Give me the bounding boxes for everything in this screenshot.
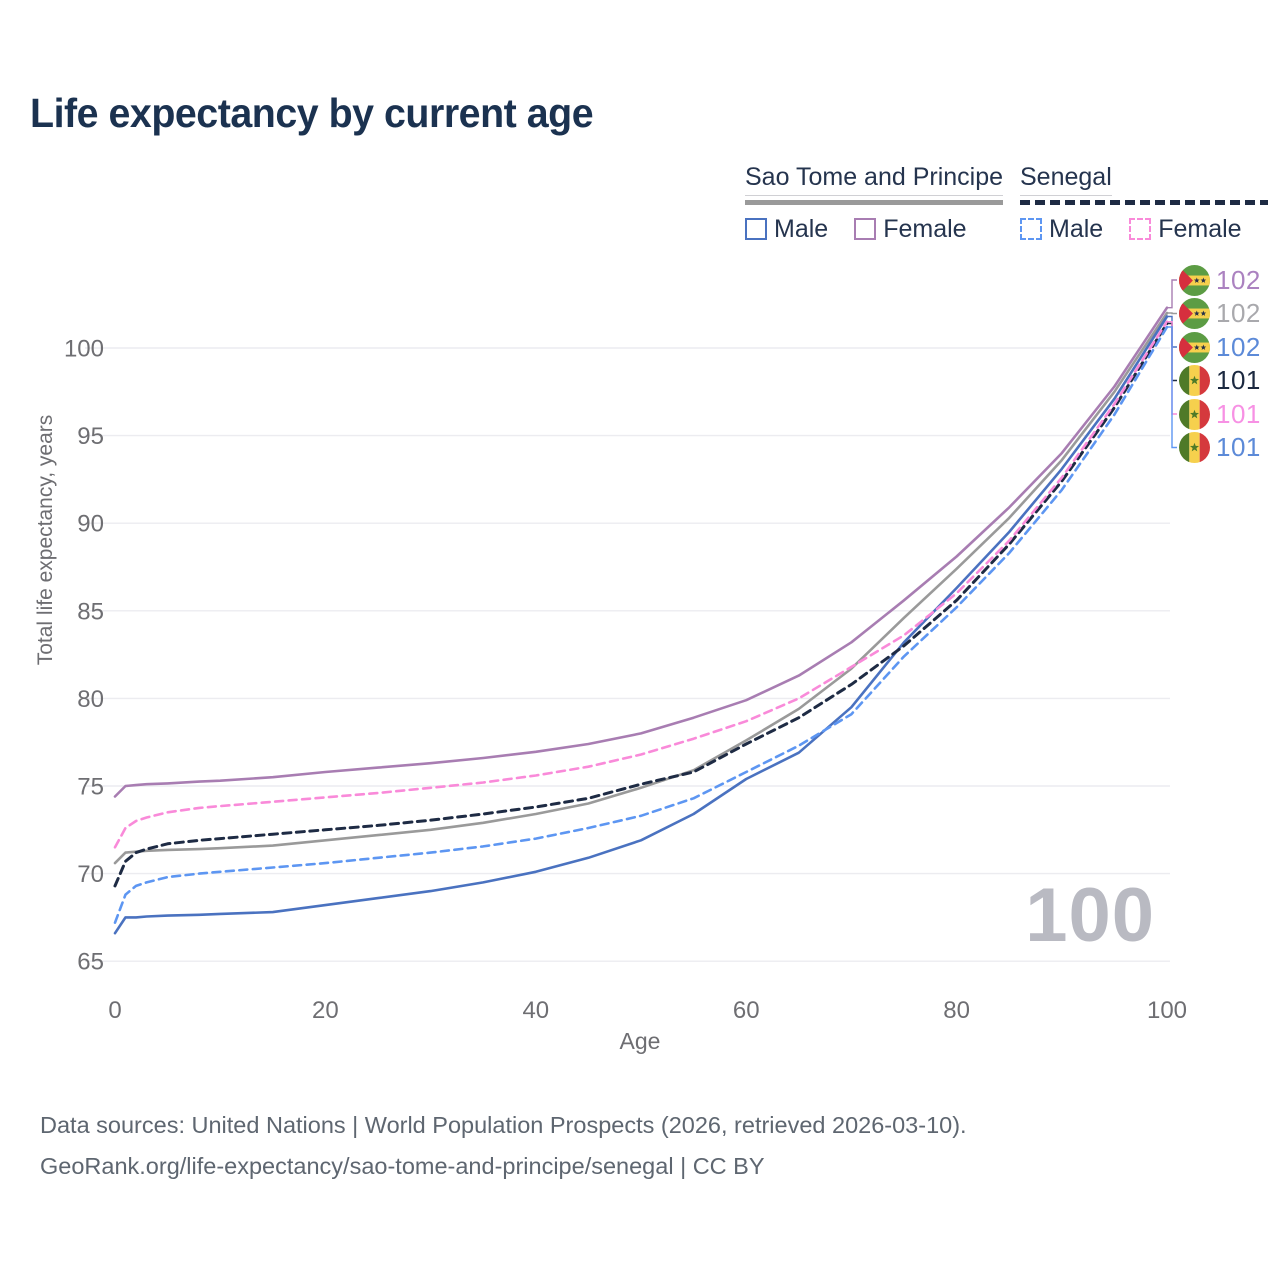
series-line-2 xyxy=(113,315,1169,935)
legend-group-sao-tome: Sao Tome and Principe Male Female xyxy=(745,163,1004,244)
legend-item-stp-female[interactable]: Female xyxy=(854,214,967,244)
y-tick-label: 90 xyxy=(77,511,104,538)
footer-sources: Data sources: United Nations | World Pop… xyxy=(40,1112,967,1138)
footer-url: GeoRank.org/life-expectancy/sao-tome-and… xyxy=(40,1152,765,1179)
end-label-value: 102 xyxy=(1216,331,1261,362)
end-label-value: 101 xyxy=(1216,398,1261,429)
x-tick-label: 60 xyxy=(733,997,760,1024)
x-tick-label: 0 xyxy=(108,997,121,1024)
end-label-row: 101 xyxy=(1179,365,1261,397)
series-line-1 xyxy=(113,306,1169,798)
senegal-flag-icon xyxy=(1179,398,1210,430)
sao-tome-flag-icon xyxy=(1179,264,1210,296)
sao-tome-flag-icon xyxy=(1179,298,1210,329)
x-tick-label: 20 xyxy=(312,997,339,1024)
legend-country-sao-tome[interactable]: Sao Tome and Principe xyxy=(745,163,1004,196)
series-line-0 xyxy=(113,311,1169,865)
series-line-3 xyxy=(113,322,1169,888)
series-line-5 xyxy=(113,325,1169,925)
sen-male-swatch-icon xyxy=(1020,218,1042,240)
y-tick-label: 80 xyxy=(77,686,104,713)
y-tick-label: 70 xyxy=(77,861,104,888)
end-label-row: 101 xyxy=(1179,398,1261,430)
legend-item-label: Female xyxy=(1158,214,1242,243)
legend-item-label: Male xyxy=(774,214,829,243)
end-label-value: 101 xyxy=(1216,432,1261,462)
end-label-connector xyxy=(1167,312,1177,315)
x-tick-label: 80 xyxy=(943,997,970,1024)
y-axis-title: Total life expectancy, years xyxy=(34,414,57,666)
legend-linestyle-solid xyxy=(745,200,1004,205)
series-line-4 xyxy=(113,320,1169,849)
y-tick-label: 100 xyxy=(64,336,104,363)
sen-female-swatch-icon xyxy=(1129,218,1152,240)
end-label-value: 101 xyxy=(1216,365,1261,395)
legend-item-sen-female[interactable]: Female xyxy=(1129,214,1242,244)
end-label-row: 102 xyxy=(1179,298,1261,330)
stp-male-swatch-icon xyxy=(745,218,767,240)
end-label-connector xyxy=(1167,326,1177,449)
y-tick-label: 75 xyxy=(77,774,104,801)
legend-item-stp-male[interactable]: Male xyxy=(745,215,828,244)
senegal-flag-icon xyxy=(1179,365,1210,396)
senegal-flag-icon xyxy=(1179,432,1210,463)
end-label-row: 102 xyxy=(1179,264,1261,296)
end-label-value: 102 xyxy=(1216,298,1261,328)
y-tick-label: 95 xyxy=(77,423,104,450)
x-tick-label: 100 xyxy=(1147,997,1187,1024)
legend-linestyle-dashed xyxy=(1020,200,1268,205)
end-label-row: 101 xyxy=(1179,432,1261,464)
age-watermark: 100 xyxy=(1025,873,1155,958)
stp-female-swatch-icon xyxy=(854,218,877,240)
y-tick-label: 65 xyxy=(77,949,104,976)
x-tick-label: 40 xyxy=(522,997,549,1024)
x-axis-title: Age xyxy=(620,1028,661,1054)
footer: Data sources: United Nations | World Pop… xyxy=(40,1105,967,1186)
legend-item-sen-male[interactable]: Male xyxy=(1020,215,1103,244)
legend-item-label: Female xyxy=(883,214,967,243)
legend-group-senegal: Senegal Male Female xyxy=(1020,163,1268,244)
legend-item-label: Male xyxy=(1049,214,1104,243)
end-label-row: 102 xyxy=(1179,331,1261,363)
sao-tome-flag-icon xyxy=(1179,331,1210,363)
end-label-connector xyxy=(1167,279,1177,309)
page-title: Life expectancy by current age xyxy=(30,90,594,136)
legend-country-senegal[interactable]: Senegal xyxy=(1020,163,1112,196)
y-tick-label: 85 xyxy=(77,598,104,625)
end-label-value: 102 xyxy=(1216,264,1261,295)
